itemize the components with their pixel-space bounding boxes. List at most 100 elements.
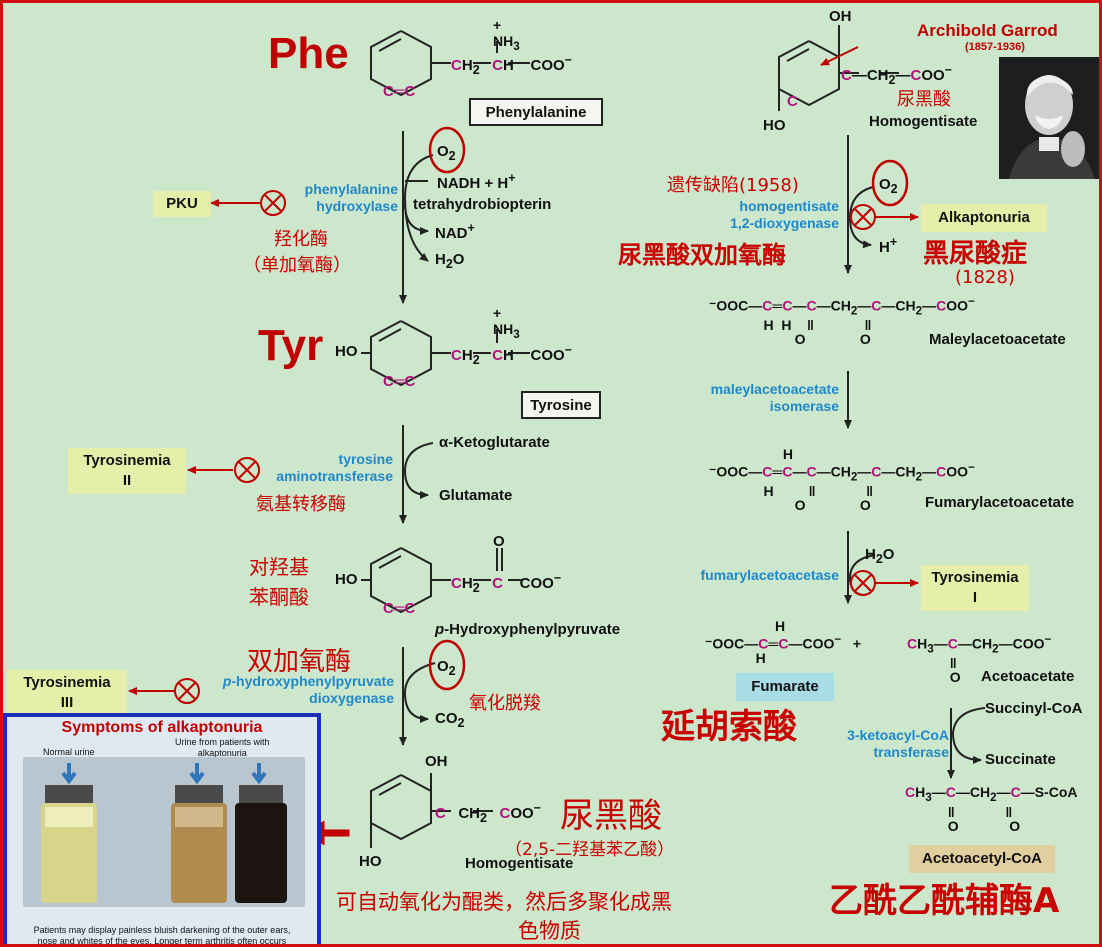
homogentisate-top-label: Homogentisate bbox=[869, 113, 978, 130]
hydroxylase-cn: 羟化酶 bbox=[274, 229, 328, 250]
phenylalanine-box: Phenylalanine bbox=[469, 98, 603, 126]
pku-box: PKU bbox=[153, 191, 211, 217]
hga-top-ho: HO bbox=[763, 117, 786, 134]
acetoacetyl-coa-cn: 乙酰乙酰辅酶A bbox=[829, 881, 1060, 921]
step7-succinyl-coa: Succinyl-CoA bbox=[985, 700, 1083, 717]
maleylacetoacetate-label: Maleylacetoacetate bbox=[929, 331, 1066, 348]
hpp-ho: HO bbox=[335, 571, 358, 588]
main-pathway-arrows bbox=[399, 131, 955, 779]
patient-urine-label: Urine from patients with alkaptonuria bbox=[175, 737, 270, 758]
pathway-diagram bbox=[128, 25, 986, 848]
phenylalanine-structure bbox=[370, 30, 530, 97]
acetoacetate-label: Acetoacetate bbox=[981, 668, 1075, 685]
hpp-o: O bbox=[493, 533, 505, 550]
homogentisate-label: Homogentisate bbox=[465, 855, 574, 872]
phe-title: Phe bbox=[268, 29, 349, 78]
tyr-title: Tyr bbox=[258, 321, 324, 370]
homogentisate-cn: 尿黑酸 bbox=[560, 796, 662, 836]
tyrosinemia-i-box: Tyrosinemia I bbox=[921, 565, 1029, 611]
inset-title: Symptoms of alkaptonuria bbox=[61, 719, 263, 736]
homogentisate-structure bbox=[370, 773, 493, 848]
hpp-chain: CH2 C COO− bbox=[451, 571, 562, 595]
fumarate-box: Fumarate bbox=[736, 673, 834, 701]
hpp-dioxygenase: p-hydroxyphenylpyruvate dioxygenase bbox=[222, 673, 394, 706]
urine-vials bbox=[23, 757, 305, 907]
block-symbols bbox=[174, 190, 876, 704]
o2-highlight-circles bbox=[428, 126, 909, 691]
phenylalanine-hydroxylase: phenylalanine hydroxylase bbox=[304, 181, 398, 214]
fumarylacetoacetate-label: Fumarylacetoacetate bbox=[925, 494, 1075, 511]
hga-top-chain: C—CH2—COO− bbox=[841, 63, 952, 87]
hga-top-c: C bbox=[787, 93, 798, 110]
tyrosine-structure bbox=[361, 320, 530, 387]
tyr-chain: CH2 CH COO− bbox=[451, 343, 572, 367]
hpp-cn-2: 苯酮酸 bbox=[249, 585, 309, 609]
step2-akg: α-Ketoglutarate bbox=[439, 434, 550, 451]
nh3-label: + NH3 bbox=[493, 17, 520, 53]
homogentisate-top-cn: 尿黑酸 bbox=[897, 89, 951, 110]
step1-h2o: H2O bbox=[435, 251, 465, 271]
hga-oh: OH bbox=[425, 753, 448, 770]
inset-caption: Patients may display painless bluish dar… bbox=[33, 925, 291, 946]
maleylacetoacetate-isomerase: maleylacetoacetate isomerase bbox=[710, 381, 839, 414]
hga-chain: C CH2 COO− bbox=[435, 801, 541, 825]
alkaptonuria-box: Alkaptonuria bbox=[921, 204, 1047, 232]
step6-h2o: H2O bbox=[865, 546, 895, 566]
o2-step3: O2 bbox=[437, 658, 456, 678]
hpp-label: p-Hydroxyphenylpyruvate bbox=[435, 621, 621, 638]
tyrosine-box: Tyrosine bbox=[521, 391, 601, 419]
garrod-years: (1857-1936) bbox=[965, 41, 1025, 53]
fumarylacetoacetate-structure: H ⁻OOC—C═C—C—CH2—C—CH2—COO− H ‖ ‖ O O bbox=[709, 446, 975, 514]
tyr-ho: HO bbox=[335, 343, 358, 360]
dioxygenase-cn: 双加氧酶 bbox=[247, 647, 352, 677]
monooxygenase-cn: （单加氧酶） bbox=[243, 255, 351, 276]
arrow-garrod-pointer bbox=[820, 46, 859, 66]
oxidative-decarboxylation-cn: 氧化脱羧 bbox=[469, 693, 541, 714]
alkaptonuria-cn: 黑尿酸症 bbox=[923, 239, 1028, 269]
fumarate-structure: H ⁻OOC—C═C—COO− + H bbox=[705, 618, 862, 666]
alkaptonuria-year: (1828) bbox=[955, 267, 1015, 288]
aminotransferase-cn: 氨基转移酶 bbox=[256, 494, 346, 515]
maleylacetoacetate-structure: ⁻OOC—C═C—C—CH2—C—CH2—COO− H H ‖ ‖ O O bbox=[709, 295, 975, 348]
hydroxyphenylpyruvate-structure bbox=[361, 547, 523, 614]
hpp-cn-1: 对羟基 bbox=[249, 555, 309, 579]
o2-step1: O2 bbox=[437, 143, 456, 163]
homogentisate-dioxygenase: homogentisate 1,2-dioxygenase bbox=[730, 198, 839, 231]
nh3-label-2: + NH3 bbox=[493, 305, 520, 341]
homogentisate-desc-cn: （2,5-二羟基苯乙酸） bbox=[505, 840, 675, 860]
genetic-defect-cn: 遗传缺陷(1958) bbox=[667, 175, 799, 196]
cofactor-curves bbox=[403, 154, 986, 764]
acetoacetate-structure: CH3—C—CH2—COO− ‖ O bbox=[907, 633, 1052, 686]
oxidation-note-1: 可自动氧化为醌类，然后多聚化成黑 bbox=[336, 890, 672, 914]
fumarylacetoacetase: fumarylacetoacetase bbox=[700, 567, 839, 583]
tyrosinemia-ii-box: Tyrosinemia II bbox=[68, 448, 186, 494]
garrod-portrait bbox=[999, 57, 1099, 179]
hpp-cc: C═C bbox=[383, 600, 416, 617]
acetoacetyl-coa-box: Acetoacetyl-CoA bbox=[909, 845, 1055, 873]
step2-glu: Glutamate bbox=[439, 487, 513, 504]
normal-urine-label: Normal urine bbox=[43, 747, 95, 757]
hga-top-oh: OH bbox=[829, 8, 852, 25]
garrod-name: Archibold Garrod bbox=[917, 21, 1058, 40]
step1-bh4: tetrahydrobiopterin bbox=[413, 196, 552, 213]
hga-ho: HO bbox=[359, 853, 382, 870]
o2-step4: O2 bbox=[879, 176, 898, 196]
step4-h: H+ bbox=[879, 235, 898, 256]
step7-succinate: Succinate bbox=[985, 751, 1056, 768]
ketoacyl-coa-transferase: 3-ketoacyl-CoA transferase bbox=[847, 727, 949, 760]
step3-co2: CO2 bbox=[435, 710, 465, 730]
phe-chain: CH2 CH COO− bbox=[451, 53, 572, 77]
phe-cc: C═C bbox=[383, 83, 416, 100]
fumarate-cn: 延胡索酸 bbox=[661, 707, 797, 747]
oxidation-note-2: 色物质 bbox=[518, 919, 581, 943]
alkaptonuria-inset: Symptoms of alkaptonuria Normal urine Ur… bbox=[3, 713, 321, 946]
disease-arrows bbox=[128, 199, 919, 695]
tyrosine-aminotransferase: tyrosine aminotransferase bbox=[276, 451, 393, 484]
acetoacetyl-coa-structure: CH3—C—CH2—C—S-CoA ‖ ‖ O O bbox=[905, 784, 1078, 834]
tyr-cc: C═C bbox=[383, 373, 416, 390]
homogentisate-dioxygenase-cn: 尿黑酸双加氧酶 bbox=[618, 241, 786, 269]
tyrosinemia-iii-box: Tyrosinemia III bbox=[7, 670, 127, 714]
step1-nad: NAD+ bbox=[435, 221, 475, 242]
step1-nadh: NADH + H+ bbox=[437, 171, 516, 192]
